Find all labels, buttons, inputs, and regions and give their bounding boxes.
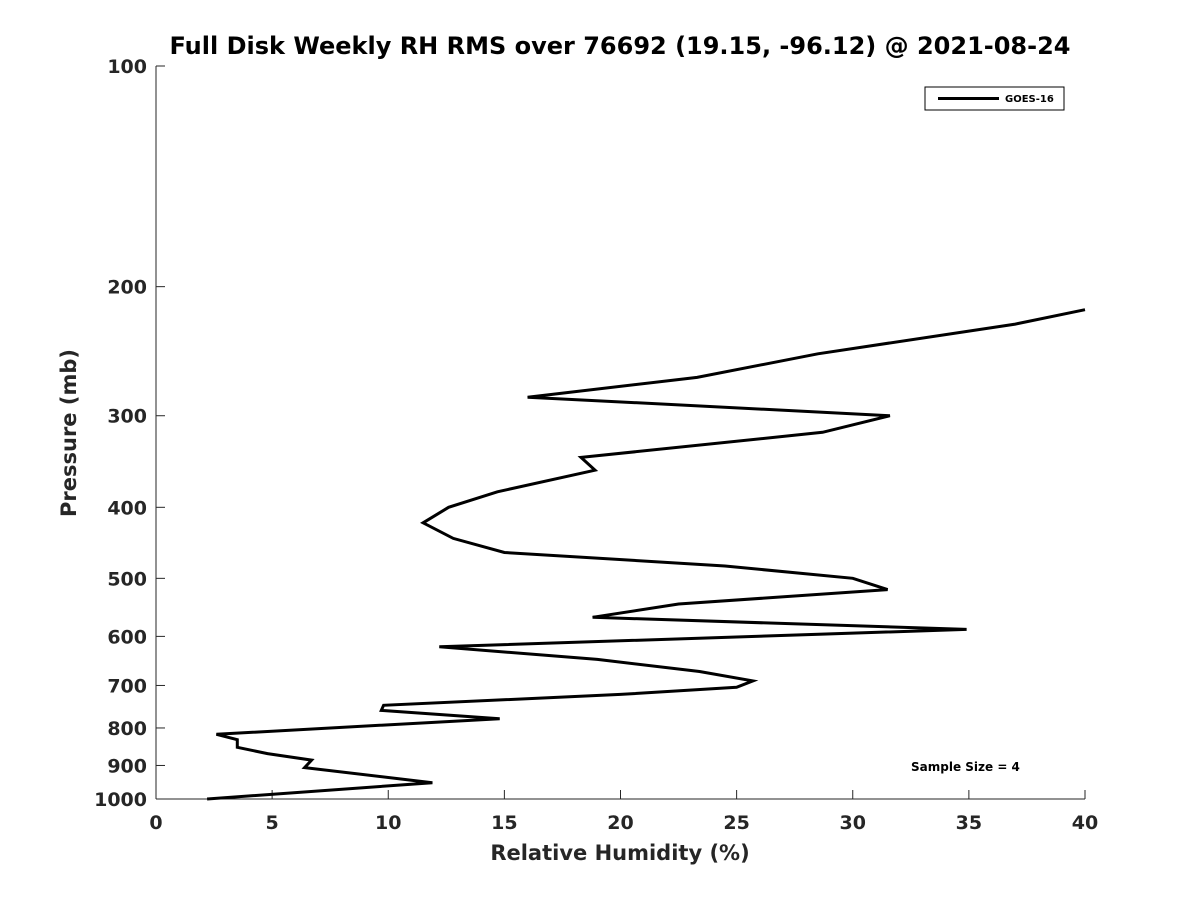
x-tick-label: 25 [723, 812, 749, 834]
series-layer [206, 308, 1086, 801]
x-tick-label: 0 [149, 812, 162, 834]
y-tick-label: 600 [107, 626, 147, 648]
series-line-goes-16 [206, 308, 1086, 801]
x-tick-label: 30 [840, 812, 866, 834]
sample-size-annotation: Sample Size = 4 [911, 760, 1020, 774]
y-tick-label: 700 [107, 675, 147, 697]
x-axis-label: Relative Humidity (%) [490, 841, 749, 865]
x-tick-label: 15 [491, 812, 517, 834]
legend-label-goes-16: GOES-16 [1005, 94, 1054, 105]
x-tick-label: 40 [1072, 812, 1098, 834]
legend: GOES-16 [924, 86, 1065, 111]
y-tick-label: 300 [107, 406, 147, 428]
y-tick-label: 1000 [94, 789, 147, 811]
y-tick-label: 100 [107, 56, 147, 78]
y-tick-label: 900 [107, 755, 147, 777]
y-axis-label: Pressure (mb) [57, 349, 81, 517]
y-tick-label: 800 [107, 718, 147, 740]
x-tick-label: 20 [607, 812, 633, 834]
y-tick-label: 500 [107, 568, 147, 590]
y-tick-label: 400 [107, 497, 147, 519]
y-tick-label: 200 [107, 277, 147, 299]
x-tick-label: 10 [375, 812, 401, 834]
axes: 0 5 10 15 20 25 30 35 40 100 200 300 400 500 600 700 800… [94, 56, 1098, 834]
x-tick-label: 35 [956, 812, 982, 834]
chart-title: Full Disk Weekly RH RMS over 76692 (19.1… [169, 32, 1070, 60]
x-tick-label: 5 [266, 812, 279, 834]
